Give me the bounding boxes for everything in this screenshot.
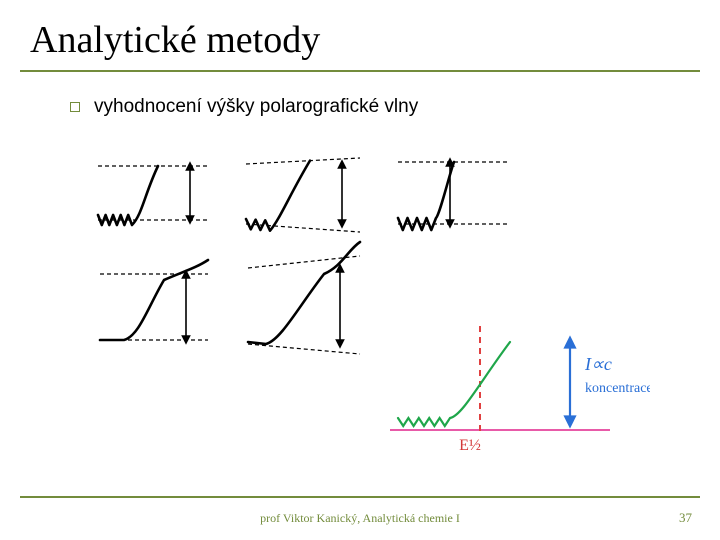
svg-text:I∝c: I∝c (584, 354, 612, 374)
bullet-square-icon (70, 102, 80, 112)
svg-text:koncentrace: koncentrace (585, 381, 650, 396)
title-rule (20, 70, 700, 72)
footer-text: prof Viktor Kanický, Analytická chemie I (0, 511, 720, 526)
figure-polarographic-waves: I∝c koncentrace E½ (90, 148, 650, 458)
bullet-text: vyhodnocení výšky polarografické vlny (94, 96, 418, 118)
slide: Analytické metody vyhodnocení výšky pola… (0, 0, 720, 540)
bullet-row: vyhodnocení výšky polarografické vlny (70, 96, 720, 118)
svg-text:E½: E½ (459, 437, 481, 454)
page-number: 37 (679, 510, 692, 526)
bottom-rule (20, 496, 700, 498)
slide-title: Analytické metody (0, 0, 720, 70)
